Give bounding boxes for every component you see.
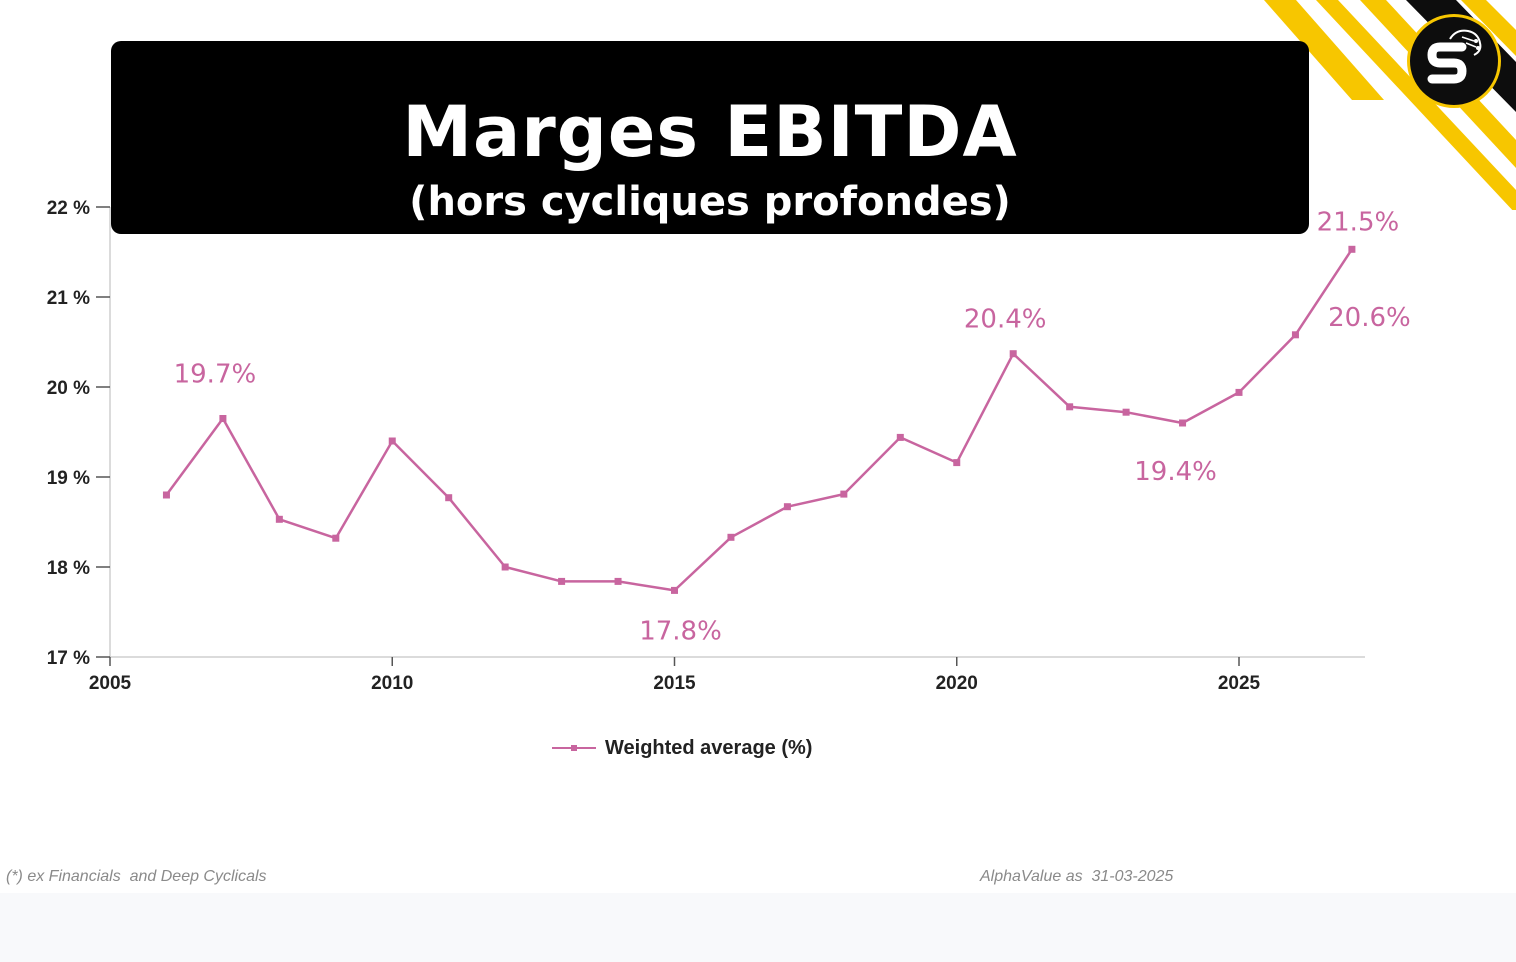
data-point: [1291, 331, 1299, 339]
x-tick-label: 2015: [653, 673, 696, 694]
legend-swatch: [552, 738, 596, 758]
y-tick-label: 22 %: [47, 198, 90, 219]
data-label: 21.5%: [1317, 207, 1400, 237]
circuit-s-logo-icon: [1427, 29, 1482, 84]
x-tick-label: 2010: [371, 673, 413, 694]
data-point: [445, 494, 453, 502]
data-point: [614, 577, 622, 585]
source-note: AlphaValue as 31-03-2025: [980, 868, 1174, 885]
data-point: [1179, 419, 1187, 427]
data-point: [219, 415, 227, 422]
data-point: [501, 563, 509, 571]
data-label: 17.8%: [639, 616, 722, 646]
data-label: 20.4%: [964, 305, 1047, 335]
footnote: (*) ex Financials and Deep Cyclicals: [6, 868, 267, 885]
data-point: [275, 515, 283, 523]
data-label: 20.6%: [1328, 303, 1411, 333]
data-point: [1009, 350, 1017, 358]
page-subtitle: (hors cycliques profondes): [409, 179, 1011, 225]
chart-series: [162, 245, 1356, 594]
title-banner: Marges EBITDA (hors cycliques profondes): [111, 41, 1309, 234]
y-tick-label: 19 %: [47, 468, 90, 489]
data-point: [558, 577, 566, 585]
data-point: [1066, 403, 1074, 411]
x-tick-label: 2025: [1218, 673, 1261, 694]
data-point: [1122, 408, 1130, 416]
data-point: [953, 459, 961, 467]
data-point: [388, 437, 396, 445]
data-point: [671, 586, 678, 594]
bottom-band: [0, 893, 1516, 962]
data-point: [1235, 388, 1243, 396]
data-point: [840, 490, 848, 498]
x-tick-label: 2005: [89, 673, 132, 694]
chart-annotations: 19.7% 17.8% 20.4% 19.4% 20.6% 21.5%: [174, 207, 1411, 646]
data-point: [162, 491, 170, 499]
chart-legend: Weighted average (%): [552, 733, 812, 763]
data-label: 19.7%: [174, 360, 257, 390]
data-point: [783, 503, 791, 511]
data-label: 19.4%: [1134, 457, 1217, 487]
data-point: [332, 534, 340, 542]
y-tick-label: 21 %: [47, 288, 90, 309]
series-line: [165, 248, 1353, 592]
data-point: [1348, 245, 1356, 253]
legend-label: Weighted average (%): [605, 736, 813, 759]
logo-badge: [1407, 14, 1501, 108]
data-point: [896, 433, 904, 441]
y-tick-label: 18 %: [47, 558, 90, 579]
x-tick-label: 2020: [936, 673, 978, 694]
chart-axes: 17 % 18 % 19 % 20 % 21 % 22 % 2005 2010 2015 2020…: [47, 198, 1365, 694]
y-tick-label: 17 %: [47, 648, 90, 669]
page-title: Marges EBITDA: [402, 91, 1018, 173]
data-point: [727, 533, 735, 541]
y-tick-label: 20 %: [47, 378, 90, 399]
